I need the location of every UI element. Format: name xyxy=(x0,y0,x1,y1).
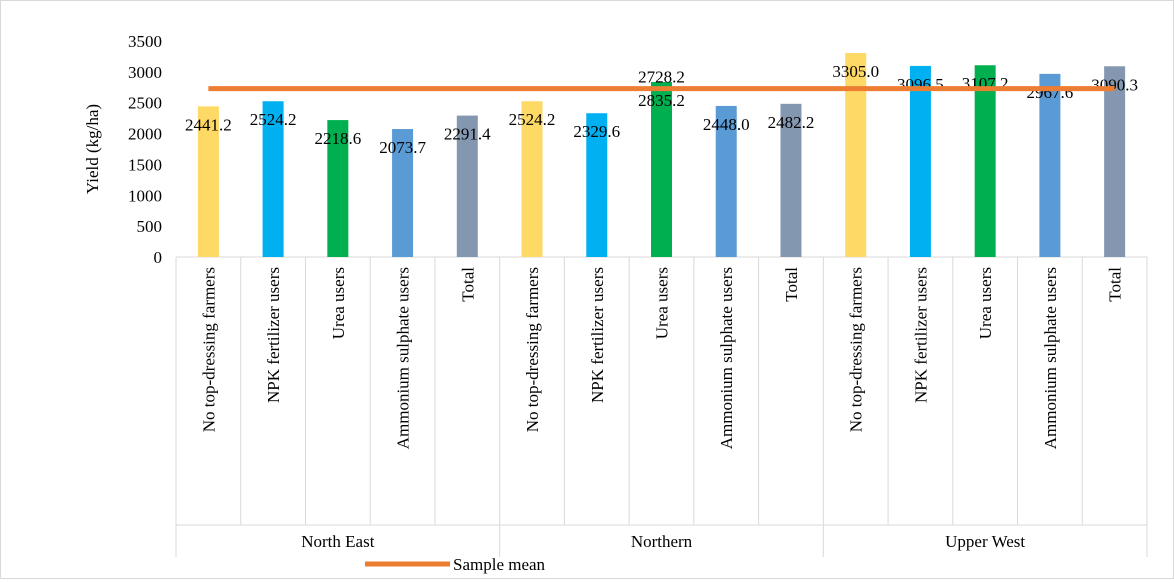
group-label: Northern xyxy=(631,532,693,551)
category-label: NPK fertilizer users xyxy=(588,267,607,403)
y-tick-label: 500 xyxy=(137,217,163,236)
sample-mean-label: 2728.2 xyxy=(638,68,685,87)
group-label: Upper West xyxy=(945,532,1025,551)
y-tick-label: 2500 xyxy=(128,94,162,113)
bar xyxy=(1104,66,1126,258)
data-label: 3090.3 xyxy=(1091,75,1138,94)
y-tick-label: 0 xyxy=(154,248,163,267)
bar xyxy=(974,65,996,258)
category-label: No top-dressing farmers xyxy=(523,267,542,432)
bar xyxy=(456,115,478,257)
y-tick-label: 3000 xyxy=(128,63,162,82)
y-axis-title: Yield (kg/ha) xyxy=(83,104,102,194)
category-label: NPK fertilizer users xyxy=(911,267,930,403)
data-label: 2441.2 xyxy=(185,115,232,134)
bar xyxy=(262,101,284,258)
category-label: Ammonium sulphate users xyxy=(394,267,413,449)
data-label: 2524.2 xyxy=(509,110,556,129)
y-tick-label: 1500 xyxy=(128,155,162,174)
bar xyxy=(780,103,802,257)
category-label: NPK fertilizer users xyxy=(264,267,283,403)
category-label: Total xyxy=(782,267,801,302)
bar xyxy=(586,113,608,257)
bar xyxy=(521,101,543,258)
data-label: 2073.7 xyxy=(379,138,426,157)
category-label: Urea users xyxy=(329,267,348,339)
category-label: No top-dressing farmers xyxy=(199,267,218,432)
category-label: Total xyxy=(458,267,477,302)
data-label: 2967.6 xyxy=(1027,83,1074,102)
bar xyxy=(845,53,867,257)
y-tick-label: 1000 xyxy=(128,186,162,205)
category-label: Urea users xyxy=(653,267,672,339)
category-label: Total xyxy=(1106,267,1125,302)
bar xyxy=(197,106,219,258)
category-label: No top-dressing farmers xyxy=(847,267,866,432)
bar xyxy=(1039,73,1061,257)
data-label: 2482.2 xyxy=(768,113,815,132)
y-tick-label: 3500 xyxy=(128,32,162,51)
bar xyxy=(651,82,672,258)
data-label: 2329.6 xyxy=(573,122,620,141)
category-label: Ammonium sulphate users xyxy=(1041,267,1060,449)
data-label: 2448.0 xyxy=(703,115,750,134)
data-label: 2524.2 xyxy=(250,110,297,129)
y-tick-label: 2000 xyxy=(128,125,162,144)
category-label: Ammonium sulphate users xyxy=(717,267,736,449)
data-label: 2835.2 xyxy=(638,91,685,110)
bar xyxy=(392,129,414,257)
data-label: 3305.0 xyxy=(832,62,879,81)
data-label: 2291.4 xyxy=(444,125,491,144)
legend-label-sample-mean: Sample mean xyxy=(453,555,546,574)
bar xyxy=(327,120,349,257)
data-label: 2218.6 xyxy=(314,129,361,148)
bar xyxy=(715,105,737,257)
bar xyxy=(909,65,931,258)
category-label: Urea users xyxy=(976,267,995,339)
group-label: North East xyxy=(301,532,374,551)
